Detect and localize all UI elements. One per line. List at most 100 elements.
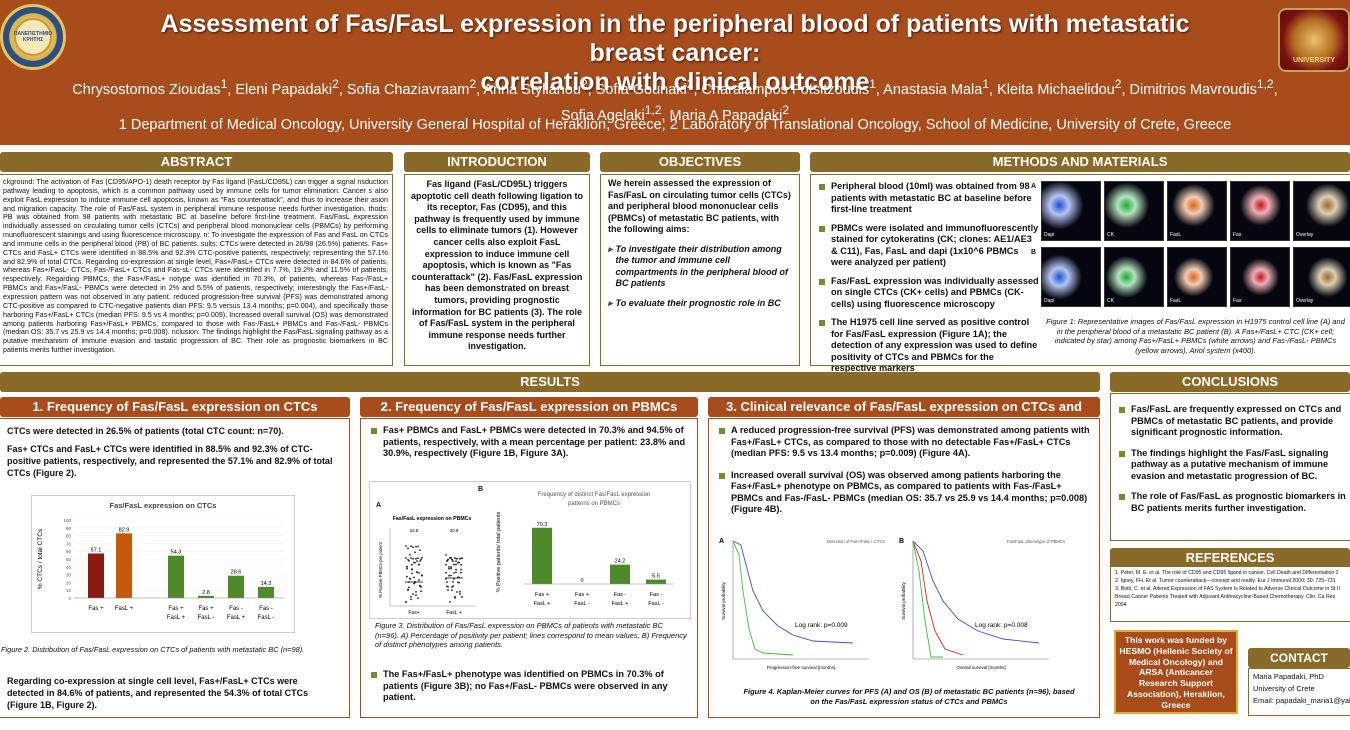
x-tick-label: FasL + [612,601,629,607]
data-label: 5.5 [652,574,660,580]
scatter-point [455,568,457,571]
crest-text: UNIVERSITY [1292,57,1335,64]
chart-title: Frequency of distinct Fas/FasL expressio… [538,492,651,498]
panel-label: Dapi [1044,232,1055,238]
y-tick-label: 100 [63,518,71,523]
references-heading: REFERENCES [1110,548,1350,568]
figure1-panels: A B Dapi CK FasL Fas Overlay Dapi CK FasL Fas Ove… [1031,181,1350,316]
scatter-point [405,545,407,547]
scatter-point [450,566,452,568]
scatter-point [412,557,414,560]
funding-box: This work was funded by HESMO (Hellenic … [1114,630,1238,714]
r2-box: Fas+ PBMCs and FasL+ PBMCs were detected… [360,418,698,718]
micrograph-panel: Fas [1230,181,1290,241]
contact-box: Maria Papadaki, PhD University of Crete … [1248,668,1350,716]
scatter-point [451,558,453,561]
scatter-point [419,560,421,562]
r2-item: The Fas+/FasL+ phenotype was identified … [369,669,689,704]
methods-heading: METHODS AND MATERIALS [810,152,1350,172]
aim-text: To evaluate their prognostic role in BC [615,297,781,308]
x-tick-label: FasL + [167,615,186,621]
km-curve [912,540,1040,644]
scatter-point [446,560,448,562]
panel-label: FasL [1170,232,1182,238]
scatter-point [445,571,447,574]
scatter-point [411,568,413,571]
bar [646,579,666,584]
author-list: Chrysostomos Zioudas1, Eleni Papadaki2, … [72,77,1278,124]
fig3-label-a: A [376,502,382,509]
scatter-point [458,561,460,564]
contact-email[interactable]: Email: papadaki_maria1@yah [1253,696,1350,705]
y-tick-label: 80 [66,534,72,539]
scatter-point [410,598,412,601]
r1-p1: CTCs were detected in 26.5% of patients … [7,426,284,436]
scatter-point [410,545,412,548]
mean-label: 30.9 [450,528,459,533]
x-tick-label: FasL - [198,615,215,621]
scatter-point [460,568,462,571]
x-tick-label: FasL + [227,615,246,621]
university-seal-logo: ΠΑΝΕΠΙΣΤΗΜΙΟ ΚΡΗΤΗΣ [0,4,66,70]
km-panel-label: A [719,538,724,545]
data-label: 14.3 [261,581,272,587]
scatter-point [459,590,461,593]
scatter-point [413,576,415,579]
scatter-point [448,567,450,570]
km-y-label: Survival probability [721,581,726,620]
data-label: 2.8 [202,590,210,596]
y-tick-label: 40 [66,565,72,570]
data-label: 57.1 [91,547,102,553]
abstract-text: ckground: The activation of Fas (CD95/AP… [3,178,388,355]
r2-item: Fas+ PBMCs and FasL+ PBMCs were detected… [369,425,689,460]
x-tick-label: FasL + [534,601,551,607]
scatter-point [451,589,453,592]
scatter-point [445,577,447,580]
scatter-point [455,560,457,563]
bar [258,586,274,598]
r3-box: A reduced progression-free survival (PFS… [708,418,1100,718]
scatter-point [460,563,462,566]
conclusion-item: The findings highlight the Fas/FasL sign… [1117,448,1349,483]
scatter-point [421,556,423,559]
r3-item: A reduced progression-free survival (PFS… [717,425,1093,460]
scatter-point [419,584,421,587]
y-tick-label: 30 [66,573,72,578]
r1-p2: Fas+ CTCs and FasL+ CTCs were identified… [7,444,333,478]
x-tick-label: Fas + [168,606,184,612]
scatter-point [450,567,452,570]
abstract-heading: ABSTRACT [0,152,393,172]
panel-label: Overlay [1296,298,1314,304]
scatter-x-label: Fas+ [408,610,419,616]
results-heading: RESULTS [0,372,1100,392]
funding-text: This work was funded by HESMO (Hellenic … [1119,635,1233,710]
contact-line: Maria Papadaki, PhD [1253,672,1324,681]
scatter-point [415,545,417,548]
triangle-bullet-icon: ▸ [608,297,613,308]
x-tick-label: FasL - [648,601,664,607]
scatter-point [446,585,448,588]
scatter-point [408,586,410,589]
micrograph-panel: Overlay [1293,181,1350,241]
y-tick-label: 10 [66,588,72,593]
x-tick-label: Fas + [88,606,104,612]
title-line-1: Assessment of Fas/FasL expression in the… [160,10,1190,67]
km-curve [912,540,964,656]
figure3b-bar-chart: Frequency of distinct Fas/FasL expressio… [496,492,674,607]
scatter-point [413,582,415,585]
x-tick-label: FasL - [258,615,275,621]
scatter-point [415,590,417,593]
scatter-point [414,551,416,554]
conclusions-box: Fas/FasL are frequently expressed on CTC… [1110,393,1350,541]
figure1-caption: Figure 1: Representative images of Fas/F… [1046,317,1345,355]
objectives-heading: OBJECTIVES [600,152,800,172]
data-label: 28.6 [231,570,242,576]
r3-list: A reduced progression-free survival (PFS… [717,425,1093,523]
r2-heading: 2. Frequency of Fas/FasL expression on P… [360,397,698,417]
x-tick-label: Fas + [535,592,549,598]
figure2-caption: Figure 2. Distribution of Fas/FasL expre… [1,645,305,654]
contact-line: University of Crete [1253,684,1315,693]
km-y-label: Survival probability [901,581,906,620]
scatter-y-label: % Positive PBMCs per patient [378,541,383,598]
figure2-chart-frame: Fas/FasL expression on CTCs % CTCs / tota… [31,495,295,633]
